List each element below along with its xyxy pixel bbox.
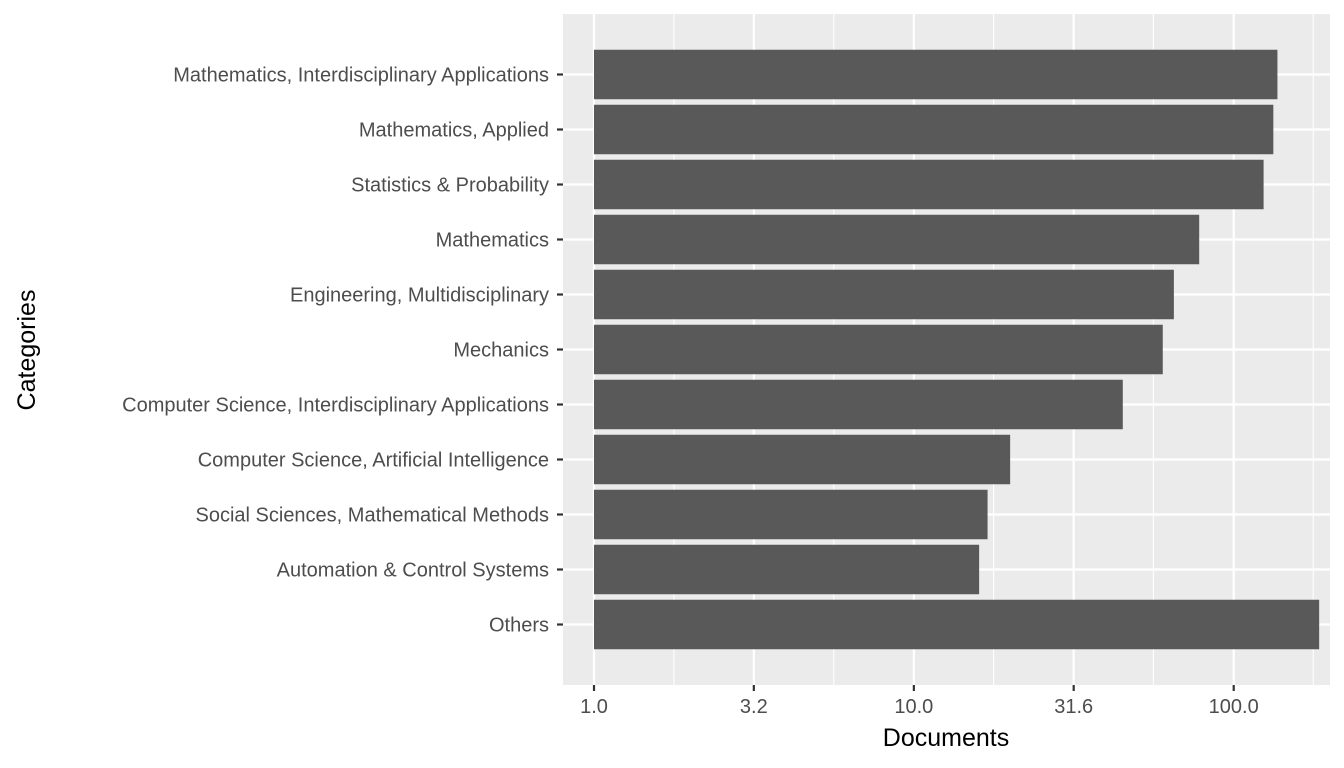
- bar: [593, 434, 1011, 485]
- x-tick-label: 1.0: [580, 696, 608, 718]
- x-tick-label: 3.2: [740, 696, 768, 718]
- y-tick-label: Mathematics, Interdisciplinary Applicati…: [173, 65, 549, 87]
- y-tick-label: Engineering, Multidisciplinary: [290, 285, 549, 307]
- y-axis-title: Categories: [13, 290, 41, 411]
- bar: [593, 214, 1200, 265]
- x-axis-title: Documents: [883, 724, 1009, 752]
- bar: [593, 324, 1163, 375]
- y-tick-label: Mechanics: [453, 340, 549, 362]
- bar: [593, 599, 1320, 650]
- x-tick-label: 100.0: [1209, 696, 1259, 718]
- bar: [593, 159, 1264, 210]
- bar: [593, 379, 1123, 430]
- y-tick-label: Computer Science, Interdisciplinary Appl…: [122, 395, 549, 417]
- y-tick-label: Mathematics: [436, 230, 549, 252]
- y-tick-label: Social Sciences, Mathematical Methods: [196, 505, 550, 527]
- y-tick-label: Computer Science, Artificial Intelligenc…: [198, 450, 549, 472]
- bar: [593, 544, 980, 595]
- bar: [593, 104, 1274, 155]
- y-tick-label: Automation & Control Systems: [277, 560, 549, 582]
- x-axis: 1.0 3.2 10.0 31.6 100.0: [580, 685, 1259, 718]
- x-tick-label: 31.6: [1054, 696, 1093, 718]
- y-tick-label: Statistics & Probability: [351, 175, 549, 197]
- y-tick-label: Mathematics, Applied: [359, 120, 549, 142]
- bar: [593, 49, 1278, 100]
- y-axis: Mathematics, Interdisciplinary Applicati…: [122, 65, 563, 637]
- y-tick-label: Others: [489, 615, 549, 637]
- x-tick-label: 10.0: [894, 696, 933, 718]
- bar: [593, 489, 988, 540]
- bars: [593, 49, 1320, 650]
- bar: [593, 269, 1174, 320]
